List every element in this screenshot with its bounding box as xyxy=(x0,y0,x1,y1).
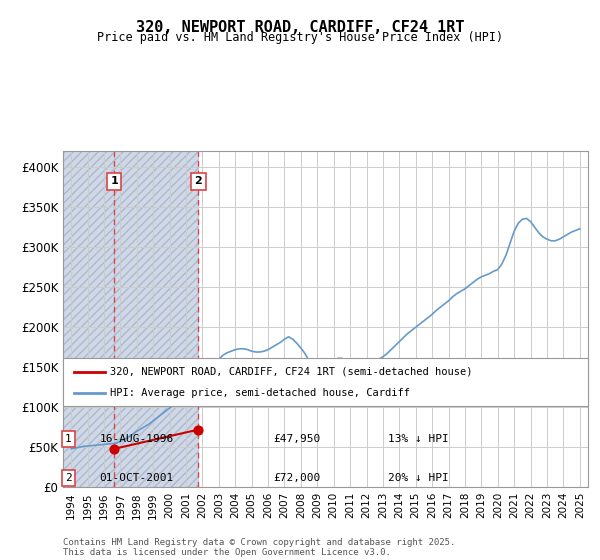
Text: Price paid vs. HM Land Registry's House Price Index (HPI): Price paid vs. HM Land Registry's House … xyxy=(97,31,503,44)
Point xyxy=(109,445,119,454)
Text: 1: 1 xyxy=(110,176,118,186)
Point xyxy=(194,425,203,434)
Text: HPI: Average price, semi-detached house, Cardiff: HPI: Average price, semi-detached house,… xyxy=(110,388,410,398)
Text: 01-OCT-2001: 01-OCT-2001 xyxy=(100,473,174,483)
Text: Contains HM Land Registry data © Crown copyright and database right 2025.
This d: Contains HM Land Registry data © Crown c… xyxy=(63,538,455,557)
Text: 20% ↓ HPI: 20% ↓ HPI xyxy=(389,473,449,483)
Text: 16-AUG-1996: 16-AUG-1996 xyxy=(100,434,174,444)
Text: 320, NEWPORT ROAD, CARDIFF, CF24 1RT: 320, NEWPORT ROAD, CARDIFF, CF24 1RT xyxy=(136,20,464,35)
Bar xyxy=(114,151,199,487)
Text: 13% ↓ HPI: 13% ↓ HPI xyxy=(389,434,449,444)
Text: 2: 2 xyxy=(65,473,71,483)
Text: £72,000: £72,000 xyxy=(273,473,320,483)
Bar xyxy=(63,151,114,487)
FancyBboxPatch shape xyxy=(63,358,588,406)
Text: 2: 2 xyxy=(194,176,202,186)
Text: 320, NEWPORT ROAD, CARDIFF, CF24 1RT (semi-detached house): 320, NEWPORT ROAD, CARDIFF, CF24 1RT (se… xyxy=(110,367,473,377)
Text: £47,950: £47,950 xyxy=(273,434,320,444)
Text: 1: 1 xyxy=(65,434,71,444)
